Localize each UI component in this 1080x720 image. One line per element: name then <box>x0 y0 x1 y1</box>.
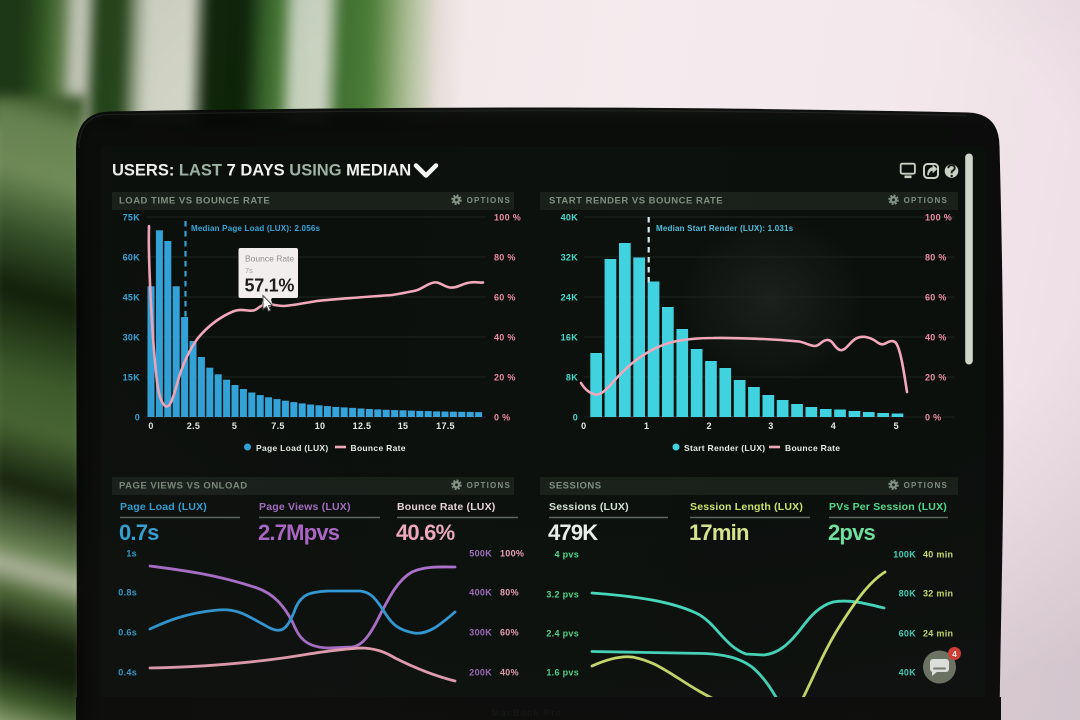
svg-text:2: 2 <box>707 421 712 431</box>
svg-text:17min: 17min <box>689 520 749 545</box>
svg-text:80 %: 80 % <box>925 253 947 263</box>
svg-text:16K: 16K <box>561 333 579 343</box>
svg-text:PVs Per Session (LUX): PVs Per Session (LUX) <box>829 501 947 513</box>
svg-text:MacBook Pro: MacBook Pro <box>492 708 563 718</box>
svg-text:Bounce Rate: Bounce Rate <box>245 254 294 264</box>
svg-text:8K: 8K <box>566 373 578 383</box>
svg-text:40K: 40K <box>561 213 579 223</box>
svg-text:32K: 32K <box>561 253 579 263</box>
svg-text:0: 0 <box>135 413 140 423</box>
svg-text:75K: 75K <box>123 213 141 223</box>
svg-text:OPTIONS: OPTIONS <box>467 481 511 490</box>
svg-text:12.5: 12.5 <box>353 421 372 431</box>
svg-text:OPTIONS: OPTIONS <box>904 196 948 205</box>
svg-text:0.6s: 0.6s <box>118 628 137 638</box>
svg-text:7s: 7s <box>245 266 253 275</box>
svg-text:2.4 pvs: 2.4 pvs <box>546 629 579 639</box>
svg-text:100 %: 100 % <box>925 213 952 223</box>
svg-text:15: 15 <box>398 421 409 431</box>
svg-text:2.5: 2.5 <box>187 421 200 431</box>
svg-text:0.4s: 0.4s <box>118 668 137 678</box>
svg-text:0: 0 <box>148 421 153 431</box>
svg-text:200K: 200K <box>469 668 492 678</box>
svg-text:4: 4 <box>831 421 836 431</box>
svg-text:OPTIONS: OPTIONS <box>467 196 511 205</box>
svg-text:60 %: 60 % <box>494 293 516 303</box>
svg-text:40 %: 40 % <box>494 333 516 343</box>
svg-text:24K: 24K <box>561 293 579 303</box>
svg-text:500K: 500K <box>469 549 492 559</box>
svg-text:60K: 60K <box>899 629 917 639</box>
svg-text:0: 0 <box>581 421 586 431</box>
svg-text:USERS: LAST 7 DAYS USING MEDIA: USERS: LAST 7 DAYS USING MEDIAN <box>112 162 411 180</box>
svg-text:10: 10 <box>315 421 326 431</box>
svg-text:0 %: 0 % <box>494 413 510 423</box>
svg-text:0.8s: 0.8s <box>118 588 137 598</box>
svg-text:32 min: 32 min <box>923 589 953 599</box>
svg-text:45K: 45K <box>123 293 141 303</box>
svg-text:24 min: 24 min <box>923 629 953 639</box>
svg-text:100 %: 100 % <box>494 213 521 223</box>
svg-text:57.1%: 57.1% <box>245 276 295 296</box>
svg-text:3.2 pvs: 3.2 pvs <box>546 590 579 600</box>
svg-text:40 min: 40 min <box>923 550 953 560</box>
svg-text:PAGE VIEWS VS ONLOAD: PAGE VIEWS VS ONLOAD <box>119 481 248 492</box>
svg-text:15K: 15K <box>123 373 141 383</box>
svg-text:Page Load (LUX): Page Load (LUX) <box>120 501 207 513</box>
svg-text:80 %: 80 % <box>494 253 516 263</box>
svg-text:40.6%: 40.6% <box>396 520 455 545</box>
svg-text:Bounce Rate (LUX): Bounce Rate (LUX) <box>397 501 496 513</box>
svg-text:OPTIONS: OPTIONS <box>904 481 948 490</box>
svg-text:5: 5 <box>894 421 899 431</box>
svg-text:Median Start Render (LUX): 1.0: Median Start Render (LUX): 1.031s <box>656 224 794 233</box>
svg-text:17.5: 17.5 <box>436 421 455 431</box>
svg-text:Page Views (LUX): Page Views (LUX) <box>259 501 351 513</box>
svg-text:7.5: 7.5 <box>271 421 284 431</box>
svg-text:Bounce Rate: Bounce Rate <box>785 443 840 453</box>
svg-text:80K: 80K <box>899 589 917 599</box>
svg-text:1: 1 <box>644 421 649 431</box>
svg-text:60%: 60% <box>500 628 519 638</box>
svg-text:0: 0 <box>573 413 578 423</box>
svg-text:Sessions (LUX): Sessions (LUX) <box>549 501 629 513</box>
svg-text:4: 4 <box>952 649 957 659</box>
svg-text:LOAD TIME VS BOUNCE RATE: LOAD TIME VS BOUNCE RATE <box>119 196 270 207</box>
svg-text:60K: 60K <box>123 253 141 263</box>
svg-text:40 %: 40 % <box>925 333 947 343</box>
svg-text:START RENDER VS BOUNCE RATE: START RENDER VS BOUNCE RATE <box>549 196 723 207</box>
svg-text:30K: 30K <box>123 333 141 343</box>
svg-text:1s: 1s <box>126 549 137 559</box>
svg-text:300K: 300K <box>469 628 492 638</box>
svg-text:Bounce Rate: Bounce Rate <box>351 443 406 453</box>
svg-text:3: 3 <box>768 421 773 431</box>
svg-text:2pvs: 2pvs <box>828 520 876 545</box>
svg-text:100K: 100K <box>893 550 916 560</box>
svg-text:SESSIONS: SESSIONS <box>549 481 602 492</box>
svg-text:5: 5 <box>232 421 237 431</box>
svg-text:Session Length (LUX): Session Length (LUX) <box>690 501 803 513</box>
svg-text:400K: 400K <box>469 588 492 598</box>
svg-text:Median Page Load (LUX): 2.056s: Median Page Load (LUX): 2.056s <box>191 224 320 233</box>
svg-text:Start Render (LUX): Start Render (LUX) <box>684 443 765 453</box>
svg-text:0 %: 0 % <box>925 413 941 423</box>
svg-text:0.7s: 0.7s <box>119 520 159 545</box>
svg-text:60 %: 60 % <box>925 293 947 303</box>
svg-text:479K: 479K <box>548 520 598 545</box>
svg-text:2.7Mpvs: 2.7Mpvs <box>258 520 340 545</box>
svg-text:40K: 40K <box>899 668 917 678</box>
svg-text:100%: 100% <box>500 549 524 559</box>
svg-text:40%: 40% <box>500 668 519 678</box>
svg-text:20 %: 20 % <box>925 373 947 383</box>
svg-text:Page Load (LUX): Page Load (LUX) <box>256 443 329 453</box>
svg-text:4 pvs: 4 pvs <box>554 550 579 560</box>
svg-text:80%: 80% <box>500 588 519 598</box>
svg-text:20 %: 20 % <box>494 373 516 383</box>
svg-text:1.6 pvs: 1.6 pvs <box>546 668 579 678</box>
